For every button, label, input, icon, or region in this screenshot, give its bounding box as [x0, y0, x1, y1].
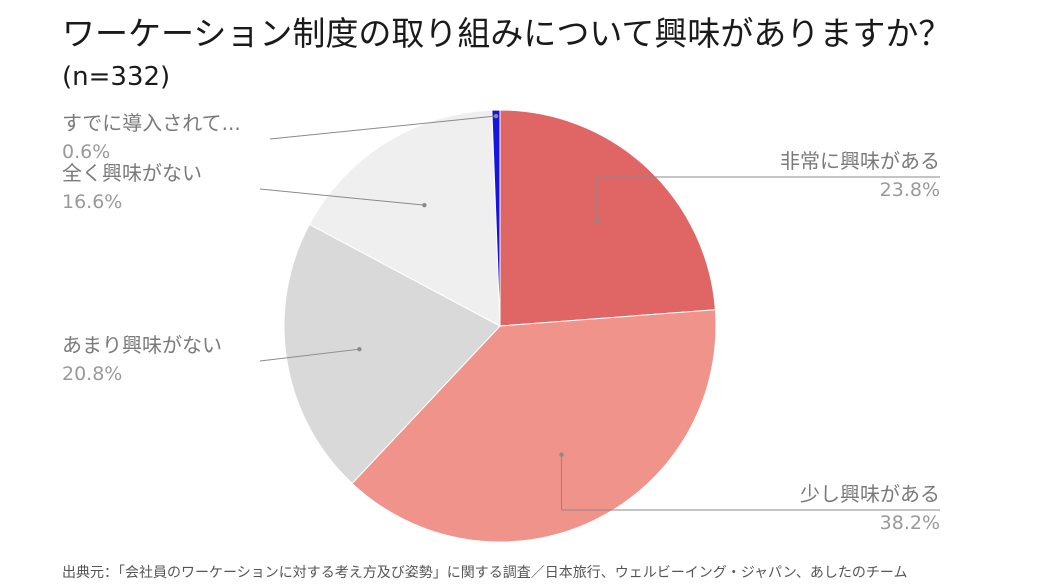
slice-label: すでに導入されて... [62, 111, 241, 135]
leader-dot [559, 452, 564, 457]
leader-dot [422, 202, 427, 208]
pie-slice [351, 309, 717, 543]
slice-label: 全く興味がない [62, 161, 202, 185]
leader-line [259, 188, 425, 206]
leader-line [269, 115, 497, 140]
slice-label: あまり興味がない [62, 333, 222, 357]
leader-dot [493, 113, 499, 119]
slice-value-label: 38.2% [880, 512, 940, 534]
source-note: 出典元：「会社員のワーケーションに対する考え方及び姿勢」に関する調査／日本旅行、… [62, 565, 908, 581]
leader-dot [357, 346, 362, 352]
chart-title: ワーケーション制度の取り組みについて興味がありますか？ (n=332) [62, 14, 1022, 97]
slice-label: 少し興味がある [800, 482, 940, 506]
pie-slice [491, 109, 501, 327]
slice-value-label: 0.6% [62, 141, 110, 163]
slice-value-label: 16.6% [62, 191, 122, 213]
slice-value-label: 23.8% [880, 179, 940, 201]
slice-value-label: 20.8% [62, 363, 122, 385]
leader-dot [594, 219, 600, 224]
pie-slice [499, 109, 716, 327]
leader-line [259, 348, 360, 362]
title-text: ワーケーション制度の取り組みについて興味がありますか？ [62, 14, 952, 53]
leader-line [561, 454, 940, 511]
pie-slice [283, 223, 501, 485]
slice-label: 非常に興味がある [780, 149, 940, 173]
leader-line [596, 176, 940, 222]
pie-slice [308, 109, 501, 327]
title-sample-size: (n=332) [62, 62, 171, 92]
